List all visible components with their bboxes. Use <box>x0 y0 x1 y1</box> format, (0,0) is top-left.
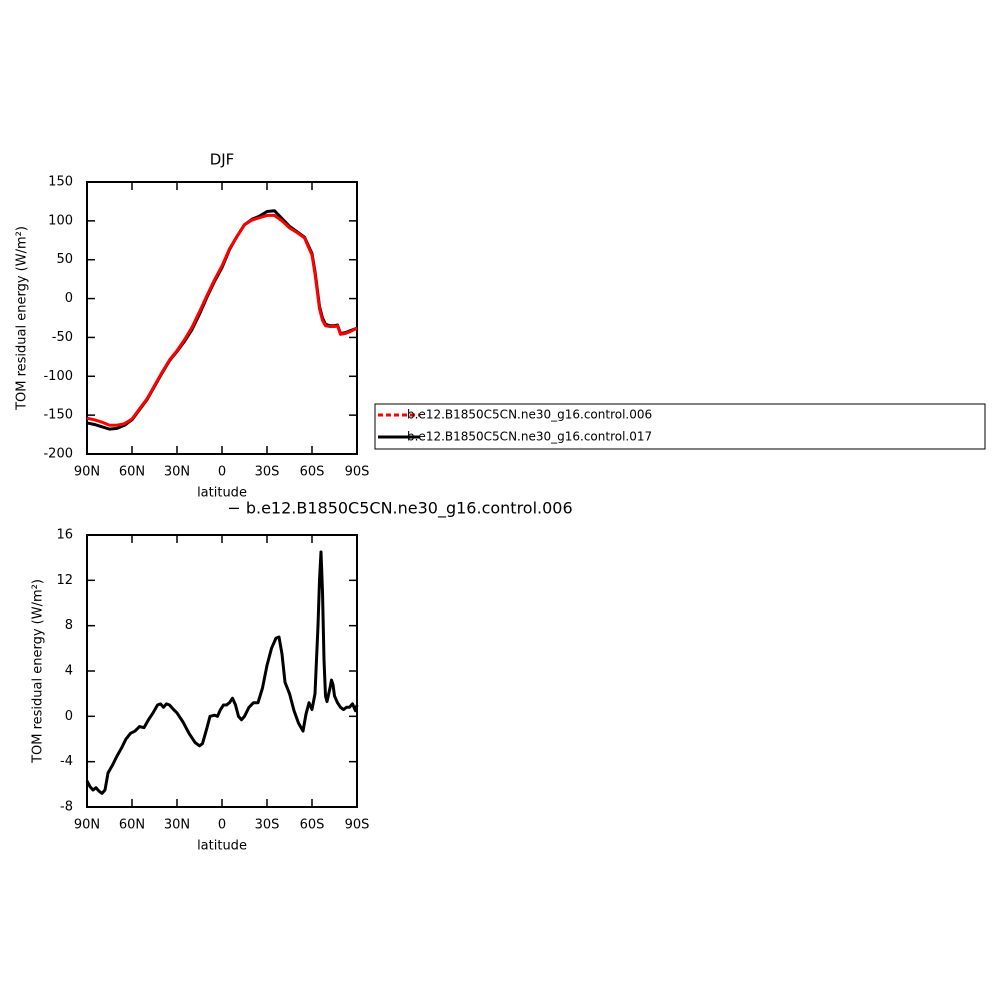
x-tick-label: 30N <box>164 465 190 480</box>
y-tick-label: 100 <box>48 213 73 228</box>
y-tick-label: -200 <box>43 447 73 462</box>
y-tick-label: -8 <box>60 800 73 815</box>
y-tick-label: 50 <box>56 252 73 267</box>
y-tick-label: -100 <box>43 369 73 384</box>
data-line <box>86 213 358 427</box>
legend-box <box>374 403 986 450</box>
x-tick-label: 30S <box>255 465 280 480</box>
y-tick-label: -150 <box>43 408 73 423</box>
x-tick-label: 90S <box>345 818 370 833</box>
y-axis-label: TOM residual energy (W/m²) <box>31 579 46 764</box>
data-line <box>85 550 359 795</box>
y-axis-label: TOM residual energy (W/m²) <box>15 226 30 411</box>
x-tick-label: 30S <box>255 818 280 833</box>
x-tick-label: 60S <box>300 818 325 833</box>
x-tick-label: 0 <box>218 465 226 480</box>
y-tick-label: 150 <box>48 175 73 190</box>
data-line <box>86 209 358 431</box>
x-tick-label: 60N <box>119 818 145 833</box>
x-tick-label: 60S <box>300 465 325 480</box>
chart-title: − b.e12.B1850C5CN.ne30_g16.control.006 <box>227 499 572 519</box>
y-tick-label: -50 <box>52 330 73 345</box>
x-tick-label: 90S <box>345 465 370 480</box>
legend-label: b.e12.B1850C5CN.ne30_g16.control.006 <box>407 408 652 422</box>
y-tick-label: 16 <box>56 528 73 543</box>
x-tick-label: 30N <box>164 818 190 833</box>
x-tick-label: 90N <box>74 465 100 480</box>
y-tick-label: 12 <box>56 573 73 588</box>
y-tick-label: 4 <box>65 664 73 679</box>
y-tick-label: -4 <box>60 754 73 769</box>
x-tick-label: 0 <box>218 818 226 833</box>
x-axis-label: latitude <box>197 839 247 854</box>
y-tick-label: 0 <box>65 291 73 306</box>
x-tick-label: 90N <box>74 818 100 833</box>
y-tick-label: 8 <box>65 618 73 633</box>
plot-frame <box>86 534 358 808</box>
legend-label: b.e12.B1850C5CN.ne30_g16.control.017 <box>407 430 652 444</box>
y-tick-label: 0 <box>65 709 73 724</box>
x-axis-label: latitude <box>197 486 247 501</box>
plot-frame <box>86 181 358 455</box>
x-tick-label: 60N <box>119 465 145 480</box>
chart-title: DJF <box>210 151 235 169</box>
